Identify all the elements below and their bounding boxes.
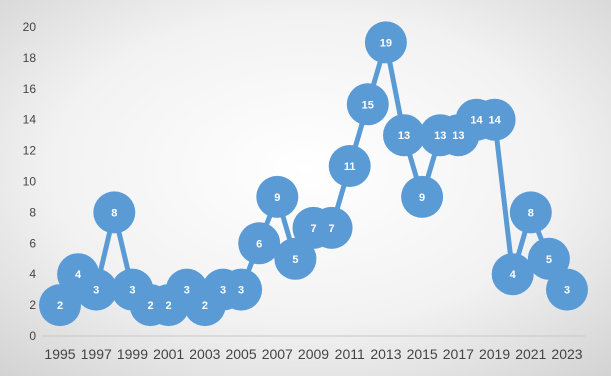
data-label: 14 xyxy=(470,115,483,127)
data-point-marker xyxy=(328,145,371,187)
y-tick-label: 10 xyxy=(23,175,37,189)
x-tick-label: 2003 xyxy=(189,346,220,362)
data-point-marker xyxy=(473,98,516,141)
y-tick-label: 8 xyxy=(29,205,36,219)
x-tick-label: 2015 xyxy=(407,346,438,362)
x-tick-label: 1995 xyxy=(44,346,75,362)
data-point-marker xyxy=(39,284,81,327)
data-label: 3 xyxy=(220,285,226,297)
x-tick-label: 1997 xyxy=(81,346,112,362)
data-label: 7 xyxy=(310,223,316,235)
data-label: 14 xyxy=(488,115,501,127)
data-label: 3 xyxy=(564,285,570,297)
data-label: 19 xyxy=(380,37,392,49)
x-tick-label: 2019 xyxy=(479,346,510,362)
data-label: 2 xyxy=(147,300,153,312)
x-tick-label: 2001 xyxy=(153,346,184,362)
data-point-marker xyxy=(491,253,534,296)
data-label: 3 xyxy=(93,285,99,297)
data-point-marker xyxy=(310,206,353,249)
x-tick-label: 2023 xyxy=(551,346,582,362)
data-label: 13 xyxy=(398,130,410,142)
data-label: 4 xyxy=(510,269,517,281)
data-point-marker xyxy=(527,237,570,280)
x-tick-label: 2009 xyxy=(298,346,329,362)
data-label: 5 xyxy=(546,254,552,266)
data-label: 4 xyxy=(75,269,82,281)
x-tick-label: 2005 xyxy=(225,346,256,362)
data-label: 9 xyxy=(274,192,280,204)
x-tick-label: 2021 xyxy=(515,346,546,362)
data-label: 3 xyxy=(238,285,244,297)
data-label: 8 xyxy=(528,207,534,219)
data-point-marker xyxy=(383,114,425,157)
y-tick-label: 12 xyxy=(23,144,37,158)
data-label: 3 xyxy=(129,285,135,297)
data-label: 6 xyxy=(256,238,262,250)
y-tick-label: 14 xyxy=(23,113,37,127)
data-point-marker xyxy=(364,21,407,64)
data-label: 2 xyxy=(202,300,208,312)
y-tick-label: 2 xyxy=(29,298,36,312)
data-label: 8 xyxy=(111,207,117,219)
data-label: 13 xyxy=(452,130,464,142)
y-tick-label: 6 xyxy=(29,236,36,250)
data-label: 5 xyxy=(292,254,298,266)
data-label: 15 xyxy=(362,99,374,111)
data-point-marker xyxy=(401,175,444,218)
x-tick-label: 2017 xyxy=(443,346,474,362)
x-tick-label: 2007 xyxy=(262,346,293,362)
data-point-marker xyxy=(546,268,588,311)
y-tick-label: 0 xyxy=(29,329,36,343)
y-tick-label: 16 xyxy=(23,82,37,96)
data-label: 13 xyxy=(434,130,446,142)
x-tick-label: 1999 xyxy=(117,346,148,362)
data-point-marker xyxy=(346,83,389,126)
x-tick-label: 2011 xyxy=(335,346,365,362)
data-point-marker xyxy=(509,191,552,234)
data-point-marker xyxy=(238,222,281,265)
data-label: 9 xyxy=(419,192,425,204)
data-label: 11 xyxy=(344,161,356,173)
y-tick-label: 4 xyxy=(29,267,36,281)
data-point-marker xyxy=(220,268,263,311)
data-label: 7 xyxy=(329,223,335,235)
y-tick-label: 18 xyxy=(23,51,37,65)
data-points xyxy=(39,21,588,327)
data-point-marker xyxy=(256,175,299,218)
data-point-marker xyxy=(75,268,118,311)
y-tick-label: 20 xyxy=(23,20,37,34)
data-label: 2 xyxy=(166,300,172,312)
data-point-marker xyxy=(93,191,136,234)
data-label: 3 xyxy=(184,285,190,297)
x-tick-label: 2013 xyxy=(370,346,401,362)
data-point-marker xyxy=(274,237,317,280)
data-label: 2 xyxy=(57,300,63,312)
